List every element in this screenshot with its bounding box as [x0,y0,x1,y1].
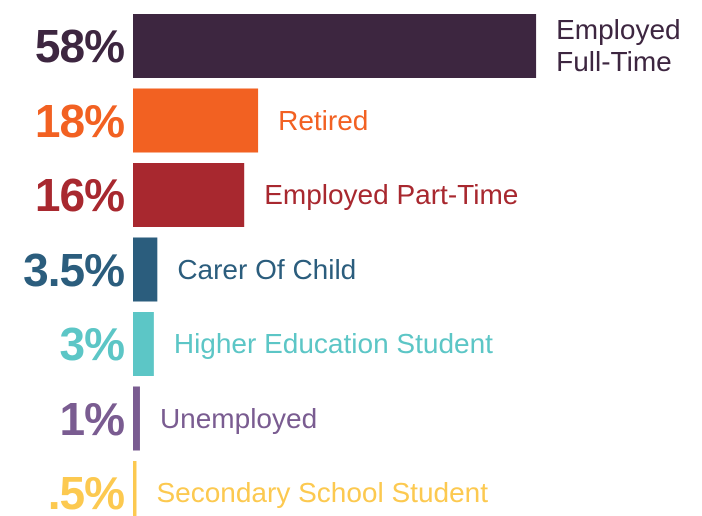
category-label: Retired [278,104,369,136]
category-label: Carer Of Child [177,253,357,285]
bar [133,14,537,78]
bar [133,461,137,516]
category-label: Higher Education Student [173,328,493,359]
category-label: Secondary School Student [156,477,489,508]
category-label: Employed Full-Time [556,14,681,77]
bar [133,163,245,227]
value-label: 18% [34,94,125,147]
value-label: .5% [47,467,125,516]
bar [133,88,259,153]
bar [133,237,158,302]
value-label: 1% [59,392,125,445]
bar [133,312,154,376]
bar [133,386,140,451]
value-label: 3.5% [23,243,125,296]
category-label: Employed Part-Time [264,179,519,210]
value-label: 16% [34,169,125,221]
value-label: 58% [34,20,125,72]
category-label: Unemployed [159,402,318,434]
value-label: 3% [59,318,125,370]
